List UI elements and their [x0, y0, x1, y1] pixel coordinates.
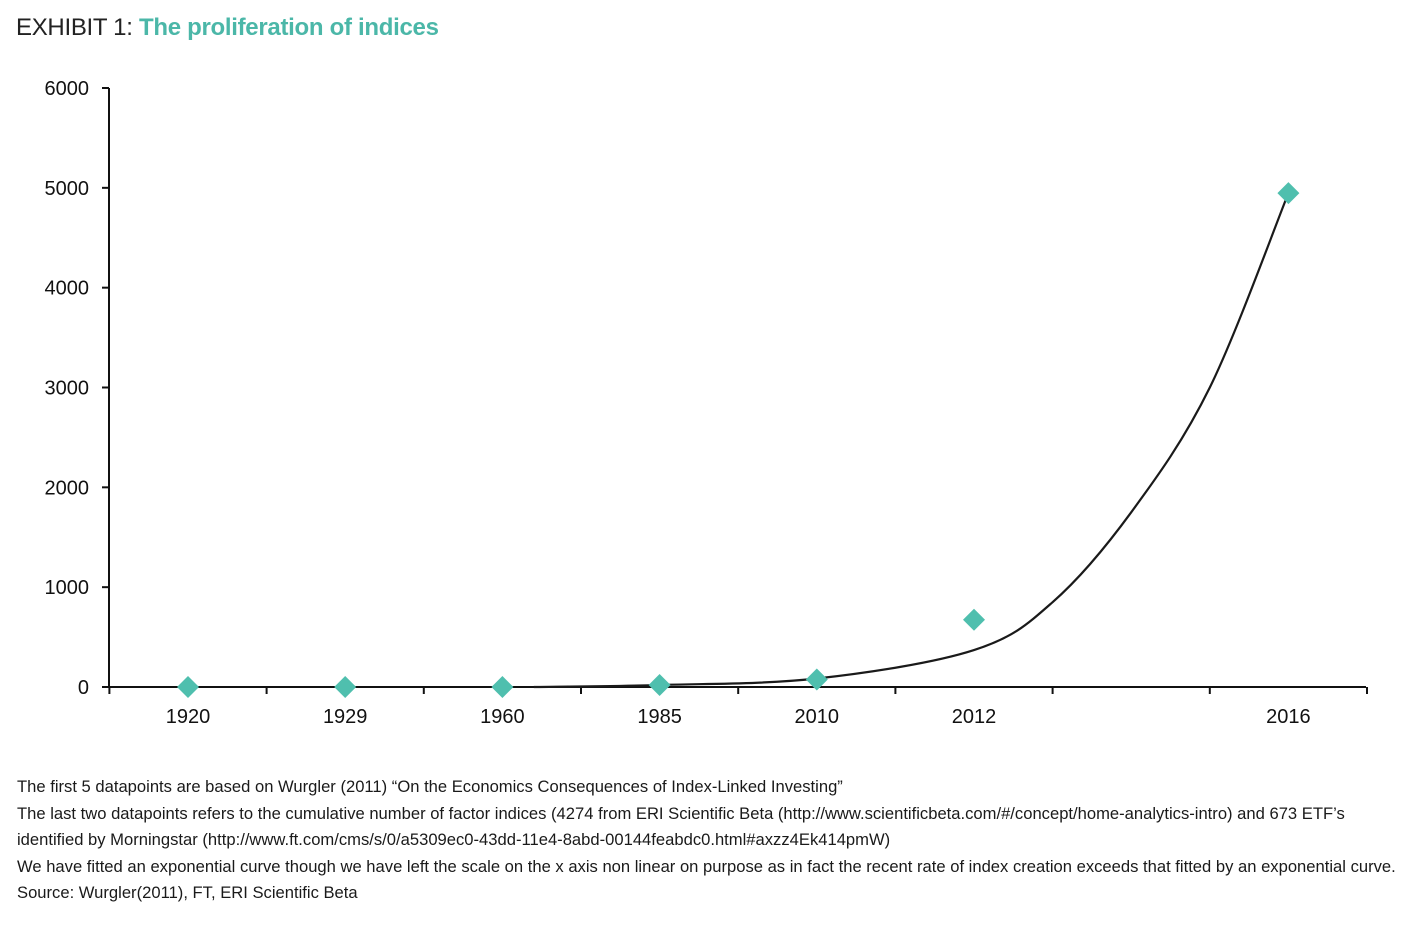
axis-labels: 0 1000 2000 3000 4000 5000 6000 1920 1929 1960 198… — [45, 78, 1311, 728]
data-point-2016 — [1277, 182, 1300, 205]
y-tick-label: 3000 — [45, 378, 90, 400]
chart-notes: The first 5 datapoints are based on Wurg… — [17, 774, 1412, 907]
trend-curve-group — [533, 192, 1290, 689]
y-tick-label: 2000 — [45, 477, 90, 499]
chart: 0 1000 2000 3000 4000 5000 6000 1920 1929 1960 198… — [45, 78, 1368, 728]
x-tick-label: 1985 — [637, 706, 682, 728]
x-tick-label: 2012 — [952, 706, 997, 728]
data-points — [177, 182, 1300, 698]
note-line-1: The first 5 datapoints are based on Wurg… — [17, 777, 843, 796]
exhibit-label: EXHIBIT 1: — [16, 14, 139, 41]
y-tick-label: 0 — [78, 677, 89, 699]
x-tick-label: 2016 — [1266, 706, 1311, 728]
x-tick-label: 1929 — [323, 706, 368, 728]
exhibit-title: EXHIBIT 1: The proliferation of indices — [16, 14, 439, 42]
data-point-1920 — [177, 676, 199, 698]
x-tick-label: 2010 — [795, 706, 840, 728]
data-point-2010 — [805, 668, 828, 691]
x-tick-label: 1960 — [480, 706, 525, 728]
note-line-2: The last two datapoints refers to the cu… — [17, 803, 1345, 850]
data-point-1985 — [648, 674, 671, 697]
y-tick-label: 6000 — [45, 78, 90, 100]
x-tick-label: 1920 — [166, 706, 211, 728]
chart-axes — [102, 87, 1368, 694]
y-tick-label: 5000 — [45, 178, 90, 200]
trend-curve — [533, 192, 1290, 689]
y-tick-label: 1000 — [45, 577, 90, 599]
data-point-1960 — [491, 676, 514, 698]
data-point-2012 — [963, 608, 985, 631]
note-line-3: We have fitted an exponential curve thou… — [17, 856, 1396, 903]
y-tick-label: 4000 — [45, 278, 90, 300]
chart-title: The proliferation of indices — [138, 14, 439, 41]
data-point-1929 — [334, 676, 357, 698]
